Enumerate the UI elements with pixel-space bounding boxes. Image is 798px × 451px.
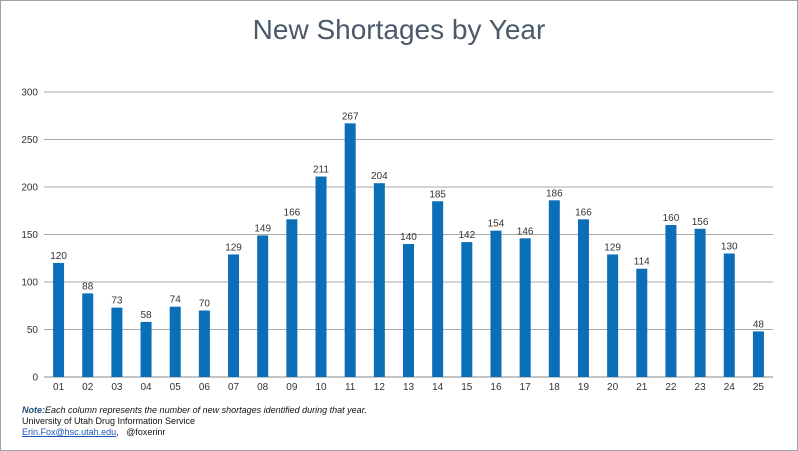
x-tick-label-20: 20 xyxy=(607,382,619,393)
x-tick-label-16: 16 xyxy=(490,382,502,393)
x-tick-label-14: 14 xyxy=(432,382,444,393)
y-tick-label: 300 xyxy=(21,88,38,99)
data-label-17: 146 xyxy=(517,226,534,237)
x-tick-label-06: 06 xyxy=(199,382,211,393)
data-label-06: 70 xyxy=(199,299,211,310)
note-label: Note: xyxy=(22,405,45,415)
x-tick-label-09: 09 xyxy=(286,382,298,393)
bar-23 xyxy=(694,228,706,377)
bar-01 xyxy=(53,263,65,377)
x-tick-label-25: 25 xyxy=(753,382,765,393)
bar-19 xyxy=(577,219,589,377)
data-labels: 120 88 73 58 74 70 129 149 166 211 267 204 140 185 142… xyxy=(50,111,764,330)
bar-25 xyxy=(752,331,764,377)
footer-note: Note:Each column represents the number o… xyxy=(22,405,367,438)
bar-17 xyxy=(519,238,531,377)
data-label-19: 166 xyxy=(575,207,592,218)
x-tick-label-23: 23 xyxy=(695,382,707,393)
bar-07 xyxy=(228,254,240,377)
data-label-13: 140 xyxy=(400,232,417,243)
y-tick-label: 100 xyxy=(21,278,38,289)
x-tick-label-24: 24 xyxy=(724,382,736,393)
bar-06 xyxy=(198,310,210,377)
bar-20 xyxy=(607,254,619,377)
data-label-15: 142 xyxy=(458,230,475,241)
data-label-20: 129 xyxy=(604,242,621,253)
bar-18 xyxy=(548,200,560,377)
x-tick-label-03: 03 xyxy=(111,382,123,393)
data-label-03: 73 xyxy=(111,296,123,307)
bar-02 xyxy=(82,293,94,377)
x-tick-label-07: 07 xyxy=(228,382,240,393)
data-label-10: 211 xyxy=(313,165,329,176)
data-label-18: 186 xyxy=(546,188,563,199)
x-tick-label-18: 18 xyxy=(549,382,561,393)
bar-24 xyxy=(723,253,735,377)
x-tick-label-04: 04 xyxy=(140,382,152,393)
y-tick-label: 200 xyxy=(21,183,38,194)
bar-10 xyxy=(315,176,327,377)
y-tick-label: 0 xyxy=(32,373,38,384)
bar-15 xyxy=(461,242,473,377)
data-label-04: 58 xyxy=(140,310,152,321)
bar-12 xyxy=(373,183,385,377)
data-label-01: 120 xyxy=(50,251,67,262)
note-text: Each column represents the number of new… xyxy=(45,405,367,415)
bar-05 xyxy=(169,306,181,377)
x-tick-label-21: 21 xyxy=(636,382,648,393)
bar-13 xyxy=(403,244,414,377)
data-label-24: 130 xyxy=(721,242,738,253)
organization: University of Utah Drug Information Serv… xyxy=(22,416,196,426)
bar-16 xyxy=(490,230,502,377)
data-label-07: 129 xyxy=(225,242,242,253)
bar-21 xyxy=(636,268,648,377)
y-axis: 0 50 100 150 200 250 300 xyxy=(21,88,38,384)
data-label-09: 166 xyxy=(284,207,301,218)
x-tick-label-05: 05 xyxy=(170,382,182,393)
data-label-02: 88 xyxy=(82,281,94,292)
data-label-11: 267 xyxy=(342,111,359,122)
x-tick-label-19: 19 xyxy=(578,382,590,393)
x-tick-label-02: 02 xyxy=(82,382,94,393)
bar-14 xyxy=(432,201,444,377)
x-tick-label-15: 15 xyxy=(461,382,473,393)
data-label-22: 160 xyxy=(663,213,680,224)
twitter-handle: @foxerinr xyxy=(126,427,166,437)
data-label-12: 204 xyxy=(371,171,388,182)
x-tick-label-11: 11 xyxy=(345,382,356,393)
email-link[interactable]: Erin.Fox@hsc.utah.edu xyxy=(22,427,117,437)
x-tick-label-12: 12 xyxy=(374,382,386,393)
y-tick-label: 250 xyxy=(21,135,38,146)
bar-09 xyxy=(286,219,298,377)
separator: , xyxy=(116,427,119,437)
x-tick-label-08: 08 xyxy=(257,382,269,393)
bar-22 xyxy=(665,225,677,377)
y-tick-label: 150 xyxy=(21,230,38,241)
bar-03 xyxy=(111,307,123,377)
data-label-25: 48 xyxy=(753,319,765,330)
x-tick-label-13: 13 xyxy=(403,382,415,393)
data-label-21: 114 xyxy=(634,257,650,268)
bars xyxy=(53,123,764,377)
bar-11 xyxy=(344,123,356,377)
x-tick-label-10: 10 xyxy=(315,382,327,393)
data-label-14: 185 xyxy=(429,189,446,200)
x-axis: 01 02 03 04 05 06 07 08 09 10 11 12 13 14 15 16 17 18 19 20… xyxy=(53,382,764,393)
data-label-08: 149 xyxy=(254,223,271,234)
bar-04 xyxy=(140,321,152,377)
bar-08 xyxy=(257,235,269,377)
chart-title: New Shortages by Year xyxy=(252,14,546,45)
data-label-23: 156 xyxy=(692,217,709,228)
x-tick-label-17: 17 xyxy=(520,382,532,393)
data-label-16: 154 xyxy=(488,219,505,230)
data-label-05: 74 xyxy=(170,295,182,306)
x-tick-label-01: 01 xyxy=(53,382,65,393)
y-tick-label: 50 xyxy=(27,325,39,336)
x-tick-label-22: 22 xyxy=(665,382,677,393)
